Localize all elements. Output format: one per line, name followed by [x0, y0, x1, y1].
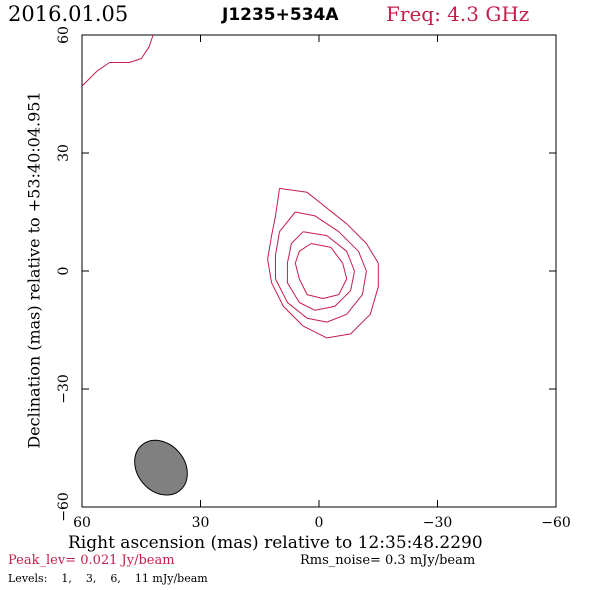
contour-line — [275, 211, 367, 323]
y-axis-label: Declination (mas) relative to +53:40:04.… — [24, 91, 44, 449]
source-name: J1235+534A — [222, 5, 339, 25]
contour-line — [286, 231, 355, 311]
rms-noise: Rms_noise= 0.3 mJy/beam — [300, 553, 476, 568]
contour-levels: Levels: 1, 3, 6, 11 mJy/beam — [8, 572, 208, 585]
level-value: 1, — [61, 572, 72, 585]
contour-line — [294, 243, 348, 299]
contour-line — [81, 34, 154, 87]
y-tick-label: 30 — [56, 144, 72, 162]
y-tick-label: −30 — [56, 374, 72, 404]
frequency-label: Freq: 4.3 GHz — [386, 2, 530, 26]
peak-level: Peak_lev= 0.021 Jy/beam — [8, 553, 175, 568]
level-value: 6, — [110, 572, 121, 585]
x-tick-label: 30 — [192, 515, 210, 531]
x-tick-label: −60 — [541, 515, 571, 531]
x-tick-label: −30 — [423, 515, 453, 531]
levels-prefix: Levels: — [8, 572, 48, 585]
y-tick-label: −60 — [56, 492, 72, 522]
x-tick-label: 0 — [315, 515, 324, 531]
y-tick-label: 0 — [56, 267, 72, 276]
epoch-date: 2016.01.05 — [8, 2, 129, 26]
plot-frame — [81, 34, 557, 508]
level-value: 11 mJy/beam — [134, 572, 208, 585]
plot-area: 60 30 0 −30 −60 −60 −30 0 30 60 — [56, 26, 571, 531]
contour-line — [267, 187, 379, 339]
x-axis-label: Right ascension (mas) relative to 12:35:… — [68, 533, 483, 553]
level-value: 3, — [85, 572, 97, 585]
beam-ellipse — [134, 439, 188, 496]
x-tick-label: 60 — [73, 515, 91, 531]
y-tick-label: 60 — [56, 26, 72, 44]
